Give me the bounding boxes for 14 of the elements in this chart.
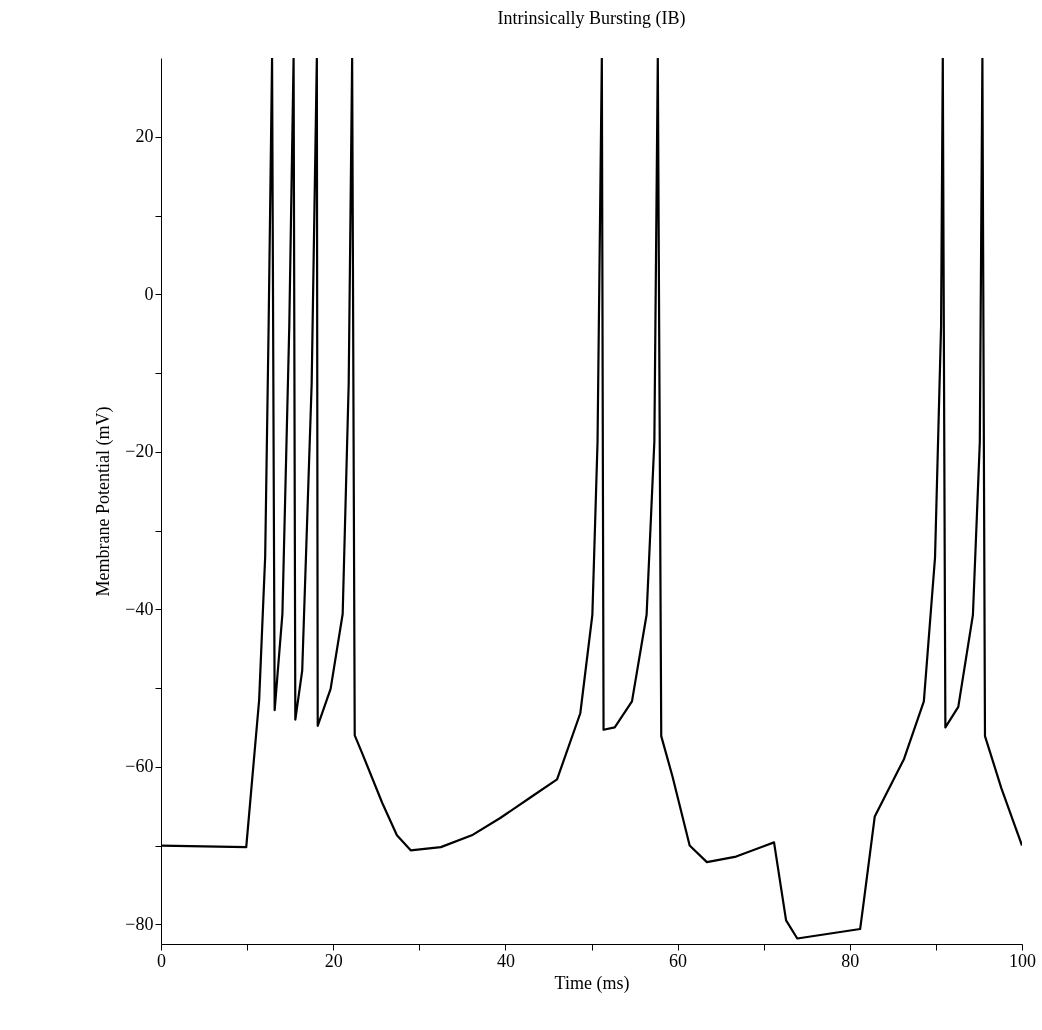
x-axis-title: Time (ms)	[554, 972, 630, 994]
y-axis-title: Membrane Potential (mV)	[93, 406, 115, 597]
y-tick-label: 20	[135, 126, 154, 147]
chart-title: Intrinsically Bursting (IB)	[497, 8, 686, 29]
x-tick-label: 60	[669, 950, 688, 971]
x-tick-label: 100	[1009, 950, 1036, 971]
y-tick-label: −40	[125, 598, 154, 619]
x-tick-label: 20	[324, 950, 343, 971]
y-tick-label: −80	[125, 913, 154, 934]
y-tick-label: 0	[144, 283, 154, 304]
x-tick-label: 40	[496, 950, 515, 971]
x-tick-label: 80	[841, 950, 860, 971]
y-tick-label: −60	[125, 756, 154, 777]
y-tick-label: −20	[125, 441, 154, 462]
